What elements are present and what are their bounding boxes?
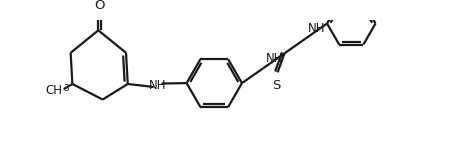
Text: CH: CH [45,84,62,97]
Text: NH: NH [148,79,166,92]
Text: S: S [272,79,280,92]
Text: O: O [94,0,104,12]
Text: NH: NH [266,52,284,65]
Text: NH: NH [308,22,326,35]
Text: 3: 3 [63,84,69,93]
